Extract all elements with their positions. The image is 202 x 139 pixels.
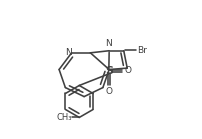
- Text: CH₃: CH₃: [56, 113, 71, 122]
- Text: N: N: [105, 39, 112, 48]
- Text: N: N: [65, 48, 72, 57]
- Text: O: O: [105, 87, 112, 96]
- Text: Br: Br: [136, 46, 146, 55]
- Text: S: S: [104, 66, 112, 76]
- Text: O: O: [124, 66, 130, 75]
